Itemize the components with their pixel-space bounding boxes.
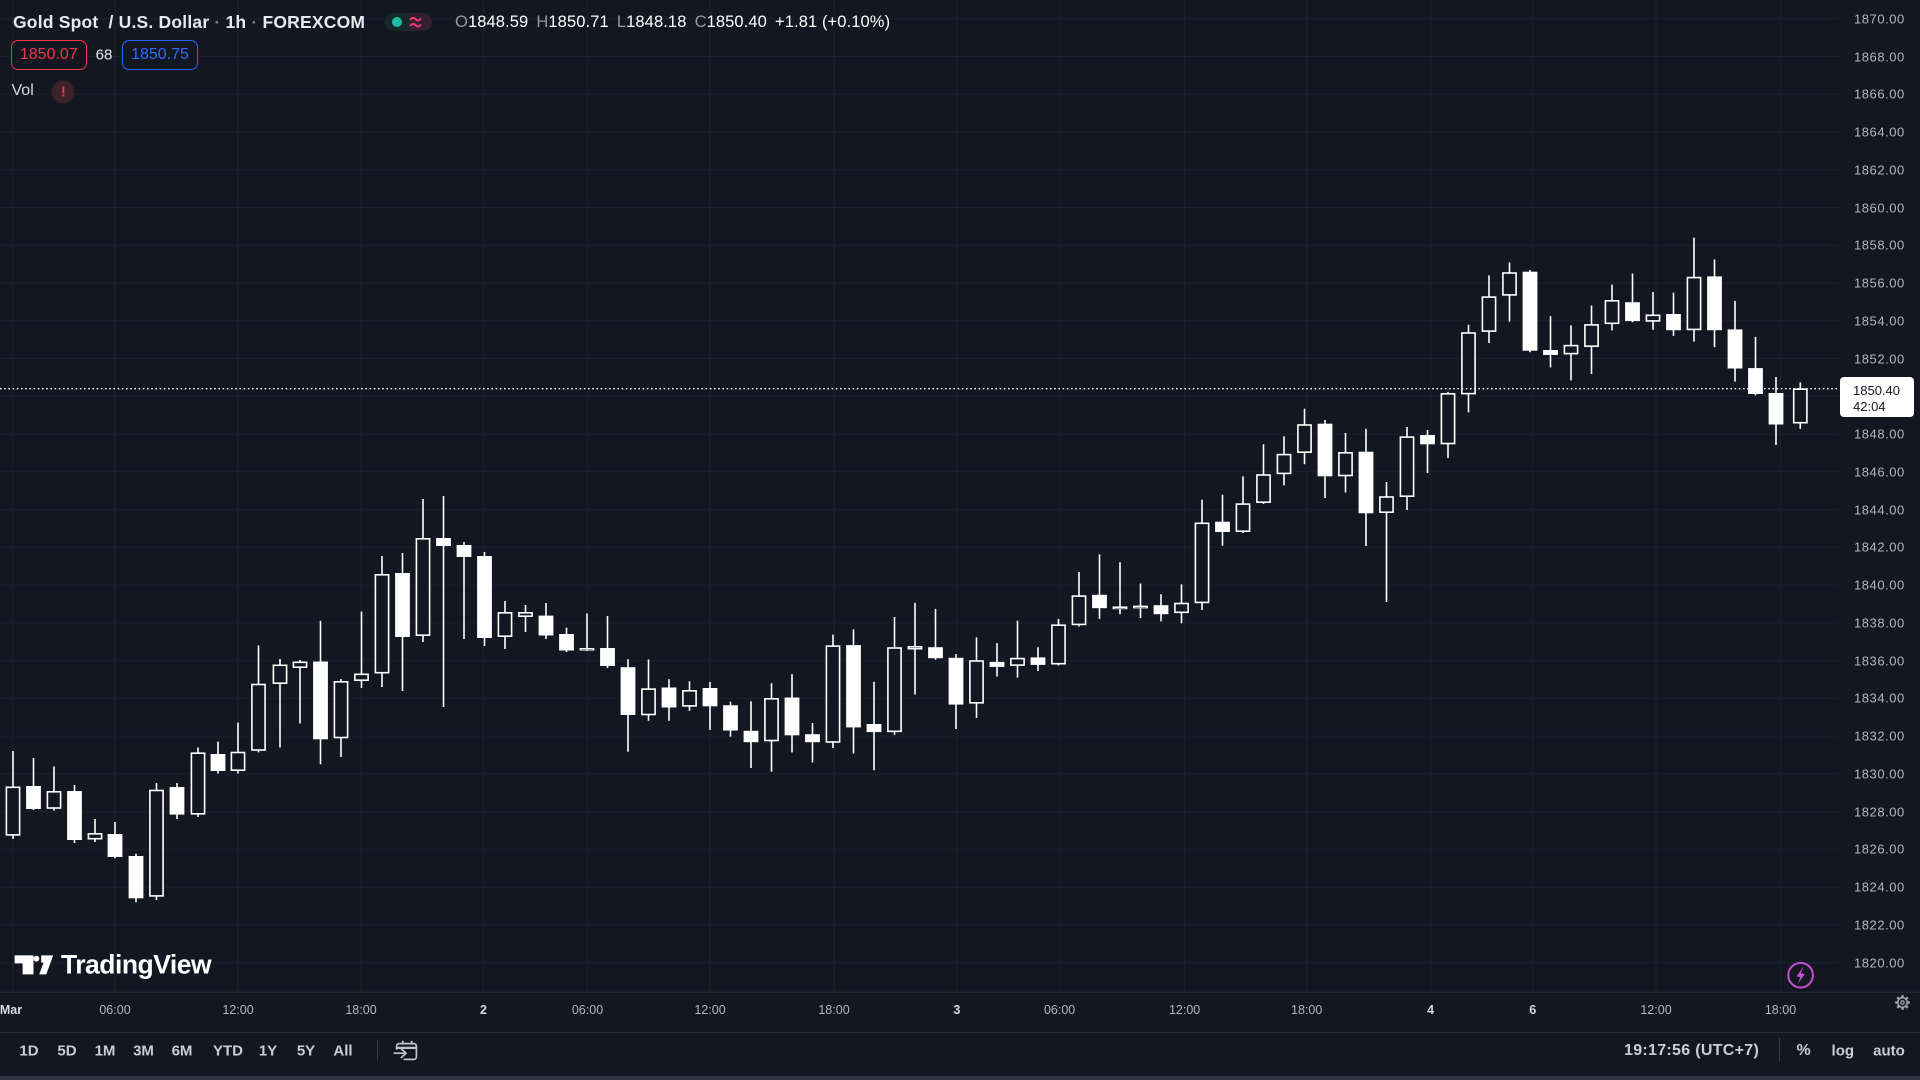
svg-text:TradingView: TradingView [61, 950, 212, 980]
